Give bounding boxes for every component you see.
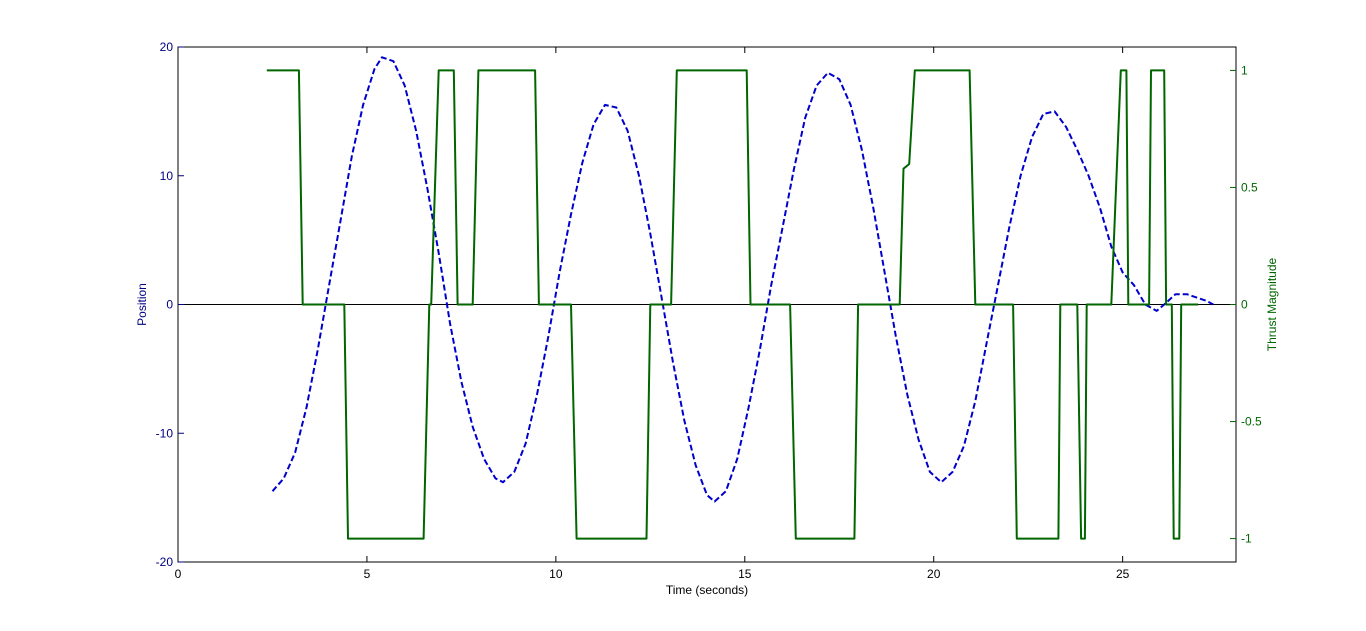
x-tick-label: 20 [927, 567, 941, 581]
x-tick-label: 15 [738, 567, 752, 581]
y-right-axis-label: Thrust Magnitude [1265, 257, 1279, 351]
position-line [271, 56, 1214, 503]
y-right-tick-label: -1 [1241, 532, 1252, 546]
y-left-tick-label: -10 [156, 426, 174, 440]
y-right-tick-label: 0 [1241, 298, 1248, 312]
x-tick-label: 10 [549, 567, 563, 581]
x-tick-label: 25 [1116, 567, 1130, 581]
x-axis-ticks: 0 5 10 15 20 25 [175, 47, 1130, 581]
y-right-tick-label: 0.5 [1241, 180, 1258, 194]
y-left-tick-label: 0 [166, 298, 173, 312]
y-left-axis-ticks: -20 -10 0 10 20 [156, 40, 184, 569]
x-axis-label: Time (seconds) [666, 583, 748, 597]
thrust-magnitude-line [266, 69, 1199, 540]
y-right-axis-ticks: -1 -0.5 0 0.5 1 [1230, 63, 1262, 546]
x-tick-label: 5 [364, 567, 371, 581]
plot-layer [178, 56, 1236, 540]
y-right-tick-label: -0.5 [1241, 415, 1262, 429]
x-tick-label: 0 [175, 567, 182, 581]
y-left-tick-label: -20 [156, 555, 174, 569]
y-right-tick-label: 1 [1241, 63, 1248, 77]
y-left-tick-label: 10 [160, 169, 174, 183]
y-left-tick-label: 20 [160, 40, 174, 54]
y-left-axis-label: Position [135, 283, 149, 326]
